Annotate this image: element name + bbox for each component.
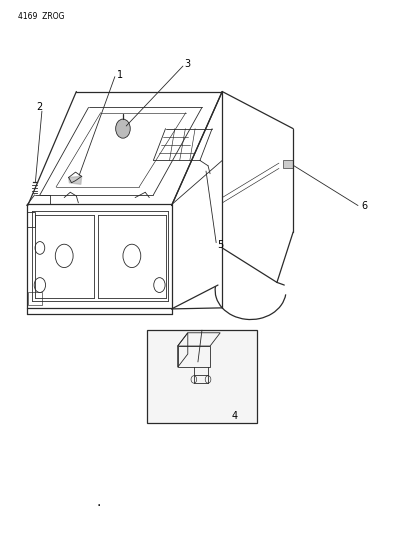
Text: 2: 2 bbox=[36, 102, 42, 112]
Text: .: . bbox=[96, 496, 101, 510]
Text: 4169  ZROG: 4169 ZROG bbox=[18, 12, 64, 21]
Text: 4: 4 bbox=[231, 411, 237, 421]
Bar bbox=[283, 160, 293, 168]
Bar bbox=[147, 330, 257, 423]
Text: 3: 3 bbox=[184, 59, 190, 69]
Text: 6: 6 bbox=[361, 200, 367, 211]
Bar bbox=[27, 212, 35, 227]
Polygon shape bbox=[69, 176, 82, 184]
Text: 1: 1 bbox=[117, 70, 123, 79]
Bar bbox=[28, 292, 42, 305]
Circle shape bbox=[115, 119, 130, 138]
Text: 5: 5 bbox=[217, 240, 223, 251]
